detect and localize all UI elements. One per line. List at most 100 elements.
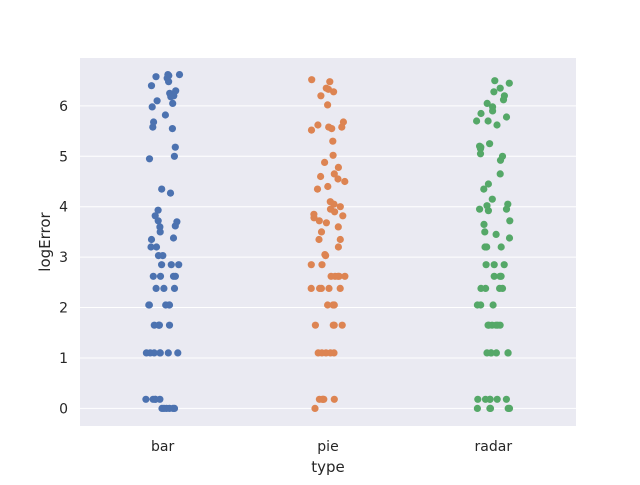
data-point-bar	[149, 123, 157, 131]
data-point-bar	[161, 111, 169, 119]
data-point-pie	[322, 252, 330, 260]
data-point-bar	[149, 395, 157, 403]
data-point-radar	[480, 220, 488, 228]
y-tick-label: 0	[59, 401, 68, 417]
data-point-pie	[341, 272, 349, 280]
data-point-bar	[170, 284, 179, 292]
data-point-radar	[496, 84, 504, 92]
data-point-bar	[171, 143, 179, 151]
data-point-bar	[170, 404, 179, 412]
plot-area	[80, 58, 576, 426]
data-point-radar	[481, 228, 489, 236]
data-point-bar	[174, 349, 182, 357]
data-point-radar	[493, 121, 501, 129]
data-point-radar	[504, 349, 512, 357]
data-point-bar	[158, 261, 166, 269]
data-point-pie	[317, 172, 325, 181]
data-point-pie	[318, 261, 326, 269]
data-point-radar	[480, 185, 488, 193]
data-point-pie	[324, 301, 332, 309]
data-point-bar	[166, 189, 175, 197]
data-point-radar	[496, 272, 504, 280]
data-point-bar	[165, 404, 173, 412]
data-point-radar	[484, 321, 492, 329]
x-axis-label: type	[311, 458, 345, 476]
data-point-bar	[152, 284, 160, 292]
data-point-bar	[175, 71, 184, 79]
data-point-radar	[474, 395, 482, 403]
data-point-pie	[311, 321, 319, 329]
data-point-pie	[310, 214, 318, 222]
data-point-bar	[154, 206, 162, 214]
data-point-radar	[492, 321, 500, 329]
data-point-radar	[492, 230, 500, 238]
data-point-radar	[486, 140, 494, 148]
data-point-radar	[502, 113, 511, 121]
data-point-bar	[171, 222, 179, 230]
data-point-pie	[334, 272, 342, 280]
data-point-bar	[155, 321, 163, 329]
data-point-pie	[328, 125, 336, 133]
data-point-bar	[152, 73, 160, 81]
data-point-radar	[484, 117, 492, 125]
data-point-bar	[160, 284, 168, 292]
data-point-pie	[334, 243, 342, 251]
data-point-radar	[505, 79, 513, 87]
data-point-pie	[338, 321, 346, 329]
data-point-bar	[156, 395, 164, 403]
data-point-pie	[308, 76, 316, 84]
data-point-bar	[154, 217, 162, 225]
data-point-pie	[318, 395, 326, 403]
data-point-radar	[492, 349, 500, 357]
data-point-pie	[338, 123, 346, 131]
data-point-pie	[315, 217, 323, 225]
y-tick-label: 2	[59, 301, 68, 317]
data-point-bar	[165, 72, 173, 80]
data-point-bar	[158, 185, 166, 193]
data-point-radar	[502, 395, 510, 403]
data-point-pie	[313, 185, 322, 193]
data-point-bar	[147, 82, 156, 90]
data-point-bar	[165, 78, 173, 86]
data-point-bar	[148, 103, 156, 111]
x-tick-label: pie	[317, 439, 338, 455]
x-tick-label: radar	[475, 439, 513, 455]
data-point-radar	[496, 156, 505, 164]
data-point-pie	[339, 212, 347, 220]
data-point-pie	[322, 219, 330, 227]
data-point-bar	[168, 125, 176, 133]
x-tick-label: bar	[151, 439, 174, 455]
data-point-radar	[496, 170, 504, 178]
data-point-bar	[142, 395, 150, 403]
data-point-bar	[156, 272, 165, 280]
data-point-radar	[486, 395, 494, 403]
data-point-bar	[145, 155, 154, 163]
data-point-bar	[149, 272, 157, 280]
data-point-bar	[145, 301, 153, 309]
y-tick-label: 6	[59, 99, 68, 115]
data-point-radar	[490, 88, 498, 96]
y-tick-label: 1	[59, 351, 68, 367]
x-tick-labels: bar pie radar	[151, 439, 512, 455]
data-point-bar	[146, 349, 154, 357]
data-point-pie	[324, 182, 332, 191]
data-point-radar	[473, 117, 481, 125]
data-point-bar	[147, 235, 156, 244]
data-point-pie	[330, 349, 338, 357]
data-point-bar	[169, 272, 178, 280]
data-point-pie	[329, 137, 337, 145]
data-point-radar	[502, 205, 511, 213]
data-point-bar	[175, 261, 183, 269]
data-point-bar	[165, 321, 174, 329]
data-point-pie	[321, 158, 329, 166]
data-point-radar	[476, 150, 485, 158]
data-point-pie	[341, 177, 349, 186]
data-point-pie	[330, 170, 338, 178]
data-point-pie	[307, 261, 315, 269]
data-point-pie	[330, 321, 338, 329]
data-point-radar	[499, 96, 508, 104]
data-point-pie	[325, 284, 333, 292]
data-point-pie	[318, 349, 326, 357]
data-point-radar	[505, 404, 514, 412]
